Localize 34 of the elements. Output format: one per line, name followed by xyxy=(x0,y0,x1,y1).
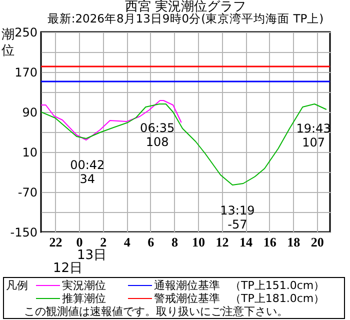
x-tick-label: 8 xyxy=(171,234,178,250)
y-tick-label: 250 xyxy=(14,26,38,40)
y-tick-label: 170 xyxy=(14,66,38,80)
x-tick-label: 16 xyxy=(263,234,277,250)
text: この観測値は速報値です。取り扱いにご注意下さい。 xyxy=(23,305,289,318)
text: 13日 xyxy=(77,247,107,263)
annotation: 06:35 108 xyxy=(140,121,175,149)
x-tick-label: 18 xyxy=(287,234,301,250)
x-tick-label: 0 xyxy=(76,234,83,250)
legend-label: 推算潮位 xyxy=(62,292,107,305)
x-tick-label: 2 xyxy=(100,234,107,250)
text: （TP上181.0cm） xyxy=(230,292,325,305)
annotation: 13:19 -57 xyxy=(220,204,255,232)
legend-label: 通報潮位基準 xyxy=(154,279,221,292)
x-tick-label: 6 xyxy=(148,234,155,250)
x-tick-label: 14 xyxy=(240,234,254,250)
x-tick-label: 4 xyxy=(124,234,131,250)
x-tick-label: 22 xyxy=(49,234,62,250)
y-tick-label: 10 xyxy=(22,146,38,160)
x-tick-label: 10 xyxy=(192,234,205,250)
x-tick-label: 12 xyxy=(216,234,229,250)
legend-label: 警戒潮位基準 xyxy=(154,292,221,305)
legend-title: 凡例 xyxy=(6,279,29,292)
x-tick-label: 20 xyxy=(310,234,324,250)
y-tick-label: 90 xyxy=(22,106,38,120)
y-axis-title: 潮位 xyxy=(2,28,14,58)
annotation: 19:43 107 xyxy=(296,122,331,150)
chart-subtitle: 最新:2026年8月13日9時0分(東京湾平均海面 TP上) xyxy=(47,12,324,26)
y-tick-label: -150 xyxy=(10,226,38,240)
text: 12日 xyxy=(53,260,83,277)
legend-label: 実況潮位 xyxy=(62,279,107,292)
y-tick-label: -70 xyxy=(18,186,38,200)
annotation: 00:42 34 xyxy=(70,158,105,186)
text: （TP上151.0cm） xyxy=(230,279,325,292)
